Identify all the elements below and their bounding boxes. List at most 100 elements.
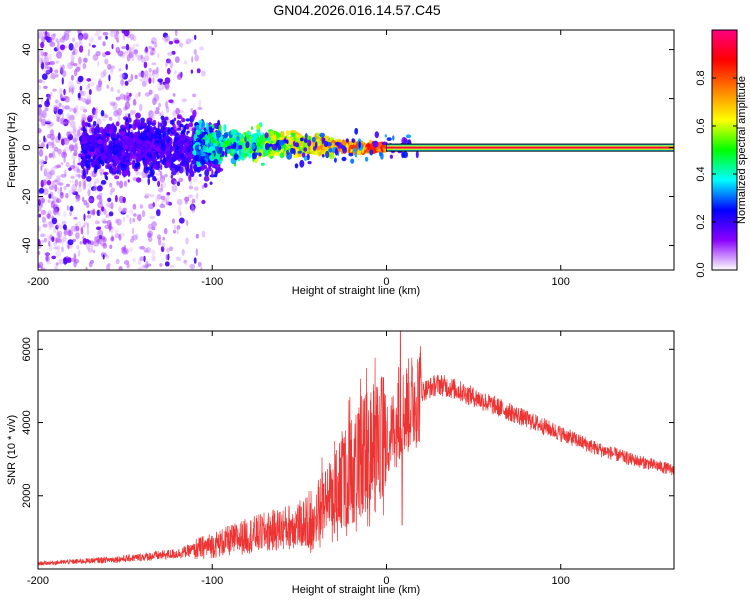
spectrogram-cell bbox=[63, 32, 70, 41]
spectrogram-cell bbox=[48, 94, 52, 101]
spectrogram-cell bbox=[316, 140, 323, 144]
spectrogram-cell bbox=[102, 69, 107, 77]
spectrogram-cell bbox=[185, 168, 189, 176]
spectrogram-cell bbox=[245, 141, 250, 149]
spectrogram-cell bbox=[59, 224, 63, 229]
spectrogram-cell bbox=[132, 122, 137, 131]
spectrogram-cell bbox=[48, 54, 52, 60]
spectrogram-cell bbox=[135, 43, 140, 47]
spectrogram-cell bbox=[97, 35, 102, 41]
spectrogram-cell bbox=[137, 154, 143, 162]
spectrogram-cell bbox=[161, 143, 164, 147]
spectrogram-cell bbox=[38, 250, 41, 256]
spectrogram-cell bbox=[139, 204, 144, 209]
spectrogram-cell bbox=[122, 216, 126, 222]
spectrogram-cell bbox=[50, 200, 55, 209]
spectrogram-cell bbox=[87, 48, 90, 57]
spectrogram-cell bbox=[175, 107, 180, 115]
spectrogram-cell bbox=[132, 98, 137, 106]
snr-series-line bbox=[38, 331, 674, 567]
spectrogram-cell bbox=[384, 134, 387, 138]
spectrogram-cell bbox=[247, 131, 251, 136]
spectrogram-cell bbox=[174, 56, 180, 63]
spectrogram-cell bbox=[44, 60, 50, 66]
spectrogram-cell bbox=[170, 174, 173, 179]
spectrogram-cell bbox=[70, 74, 75, 81]
spectrogram-cell bbox=[95, 30, 102, 35]
spectrogram-cell bbox=[185, 118, 191, 122]
spectrogram-cell bbox=[66, 205, 69, 211]
spectrogram-cell bbox=[49, 169, 55, 176]
spectrogram-cell bbox=[118, 266, 123, 270]
spectrogram-cell bbox=[121, 209, 127, 213]
spectrogram-x-tick-label: -100 bbox=[201, 276, 223, 288]
spectrogram-cell bbox=[184, 261, 188, 266]
figure-title: GN04.2026.016.14.57.C45 bbox=[273, 2, 441, 18]
carrier-band-core bbox=[386, 146, 674, 149]
spectrogram-cell bbox=[107, 197, 112, 203]
spectrogram-cell bbox=[41, 198, 45, 203]
spectrogram-cell bbox=[88, 43, 91, 47]
spectrogram-cell bbox=[348, 152, 354, 157]
spectrogram-cell bbox=[162, 32, 168, 38]
spectrogram-cell bbox=[40, 51, 45, 57]
spectrogram-cell bbox=[60, 138, 66, 146]
spectrogram-cell bbox=[173, 224, 177, 232]
spectrogram-cell bbox=[139, 103, 143, 112]
spectrogram-cell bbox=[304, 133, 308, 140]
spectrogram-cell bbox=[127, 79, 132, 83]
spectrogram-cell bbox=[87, 117, 92, 123]
spectrogram-cell bbox=[178, 217, 185, 224]
spectrogram-cell bbox=[105, 202, 110, 207]
spectrogram-cell bbox=[38, 50, 44, 57]
spectrogram-cell bbox=[185, 200, 188, 205]
spectrogram-cell bbox=[132, 203, 137, 210]
spectrogram-cell bbox=[42, 221, 49, 228]
spectrogram-cell bbox=[38, 58, 43, 65]
spectrogram-cell bbox=[203, 175, 210, 182]
spectrogram-cell bbox=[151, 226, 156, 231]
spectrogram-cell bbox=[78, 181, 82, 188]
spectrogram-cell bbox=[165, 254, 169, 261]
spectrogram-cell bbox=[62, 257, 68, 265]
spectrogram-cell bbox=[148, 67, 152, 73]
spectrogram-cell bbox=[209, 181, 213, 185]
spectrogram-cell bbox=[49, 133, 55, 141]
spectrogram-cell bbox=[42, 267, 46, 270]
spectrogram-cell bbox=[115, 258, 120, 265]
spectrogram-cell bbox=[114, 140, 120, 145]
spectrogram-cell bbox=[172, 229, 177, 234]
spectrogram-cell bbox=[58, 234, 63, 239]
spectrogram-cell bbox=[38, 158, 42, 163]
spectrogram-cell bbox=[206, 166, 212, 172]
spectrogram-cell bbox=[45, 173, 51, 181]
spectrogram-cell bbox=[307, 139, 312, 147]
spectrogram-cell bbox=[166, 192, 171, 196]
spectrogram-cell bbox=[161, 117, 166, 126]
spectrogram-cell bbox=[138, 266, 145, 270]
spectrogram-cell bbox=[86, 78, 92, 82]
spectrogram-cell bbox=[49, 61, 56, 65]
spectrogram-cell bbox=[138, 171, 142, 177]
spectrogram-cell bbox=[43, 80, 45, 84]
spectrogram-cell bbox=[201, 70, 206, 77]
spectrogram-cell bbox=[121, 46, 127, 49]
spectrogram-cell bbox=[223, 124, 227, 133]
spectrogram-cell bbox=[78, 38, 82, 45]
spectrogram-cell bbox=[144, 74, 149, 83]
spectrogram-cell bbox=[64, 105, 70, 110]
spectrogram-cell bbox=[123, 30, 130, 37]
spectrogram-cell bbox=[160, 125, 166, 132]
spectrogram-cell bbox=[48, 222, 53, 230]
spectrogram-cell bbox=[165, 60, 168, 67]
spectrogram-cell bbox=[116, 37, 119, 43]
spectrogram-cell bbox=[262, 137, 265, 146]
spectrogram-cell bbox=[58, 234, 61, 239]
spectrogram-cell bbox=[75, 225, 80, 231]
spectrogram-cell bbox=[147, 120, 152, 126]
spectrogram-cell bbox=[166, 247, 170, 253]
spectrogram-cell bbox=[124, 121, 128, 127]
spectrogram-cell bbox=[131, 235, 134, 240]
spectrogram-cell bbox=[181, 117, 186, 123]
spectrogram-cell bbox=[76, 168, 80, 173]
